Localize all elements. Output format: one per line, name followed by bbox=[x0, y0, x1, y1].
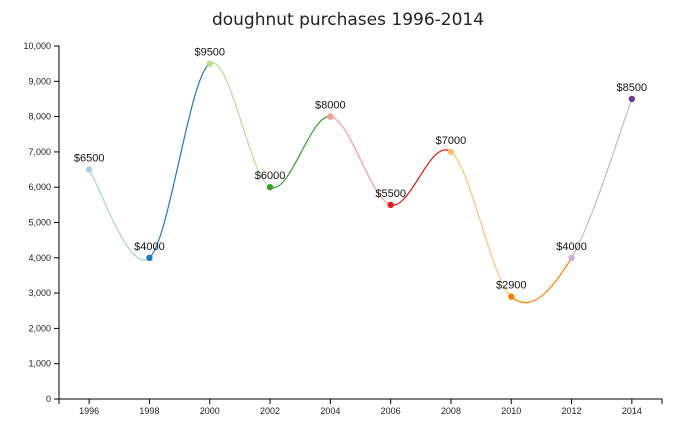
y-tick-label: 10,000 bbox=[23, 41, 51, 51]
y-tick-label: 7,000 bbox=[28, 147, 51, 157]
line-segment bbox=[269, 115, 331, 189]
data-point bbox=[387, 201, 394, 209]
line-segment bbox=[450, 151, 512, 298]
series-line bbox=[88, 62, 633, 304]
data-label: $6000 bbox=[255, 170, 286, 182]
data-label: $8000 bbox=[315, 100, 346, 112]
y-tick-label: 1,000 bbox=[28, 359, 51, 369]
data-label: $2900 bbox=[496, 280, 527, 292]
y-tick-label: 2,000 bbox=[28, 323, 51, 333]
y-tick-label: 4,000 bbox=[28, 253, 51, 263]
line-segment bbox=[510, 257, 573, 304]
line-segment bbox=[209, 62, 271, 188]
data-labels: $6500 $4000 $9500 $6000 $8000 $5500 $7000 $2900… bbox=[74, 47, 647, 292]
line-segment bbox=[88, 169, 150, 261]
data-label: $8500 bbox=[617, 82, 648, 94]
y-tick-label: 6,000 bbox=[28, 182, 51, 192]
x-axis-line bbox=[58, 398, 663, 404]
x-tick-label: 2000 bbox=[200, 406, 220, 416]
data-point bbox=[266, 184, 274, 191]
y-tick-label: 0 bbox=[46, 394, 51, 404]
line-segment bbox=[149, 63, 211, 259]
x-tick-label: 2008 bbox=[441, 406, 461, 416]
data-point bbox=[85, 166, 93, 173]
data-point bbox=[327, 113, 334, 120]
x-tick-label: 1996 bbox=[79, 406, 99, 416]
y-tick-label: 3,000 bbox=[28, 288, 51, 298]
data-label: $4000 bbox=[134, 241, 165, 253]
data-point bbox=[206, 60, 213, 67]
y-axis: 0 1,000 2,000 3,000 4,000 5,000 6,000 7,000 8,00… bbox=[23, 41, 60, 404]
x-tick-label: 2004 bbox=[320, 406, 340, 416]
data-label: $5500 bbox=[375, 188, 406, 200]
chart-title: doughnut purchases 1996-2014 bbox=[212, 10, 484, 30]
y-tick-label: 5,000 bbox=[28, 218, 51, 228]
line-segment bbox=[390, 149, 452, 206]
x-tick-label: 2002 bbox=[260, 406, 280, 416]
data-point bbox=[508, 293, 515, 300]
x-tick-label: 1998 bbox=[139, 406, 159, 416]
x-tick-label: 2006 bbox=[381, 406, 401, 416]
data-point bbox=[628, 95, 636, 103]
data-label: $7000 bbox=[436, 135, 467, 147]
data-label: $4000 bbox=[556, 241, 587, 253]
data-point bbox=[568, 254, 575, 261]
data-point bbox=[447, 148, 455, 156]
x-axis: 1996 1998 2000 2002 2004 2006 2008 2010 2012 2014 bbox=[58, 398, 663, 416]
data-points bbox=[85, 60, 636, 300]
x-tick-label: 2010 bbox=[501, 406, 521, 416]
x-tick-label: 2012 bbox=[562, 406, 582, 416]
y-tick-label: 8,000 bbox=[28, 112, 51, 122]
line-segment bbox=[571, 98, 633, 259]
y-tick-label: 9,000 bbox=[28, 76, 51, 86]
line-segment bbox=[330, 116, 391, 206]
data-label: $6500 bbox=[74, 153, 105, 165]
data-label: $9500 bbox=[194, 47, 225, 59]
data-point bbox=[146, 254, 153, 261]
x-tick-label: 2014 bbox=[622, 406, 642, 416]
